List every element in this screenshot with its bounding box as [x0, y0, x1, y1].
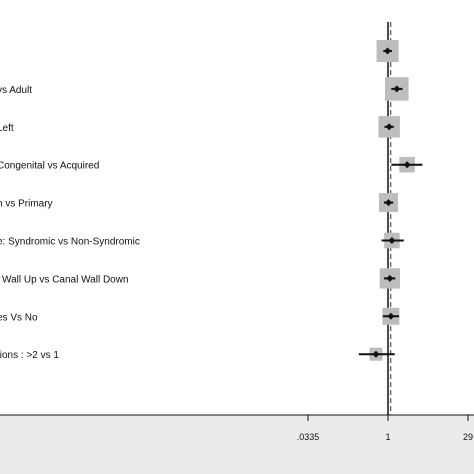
point-estimate — [403, 161, 411, 169]
row-label: tions : >2 vs 1 — [0, 350, 59, 361]
x-tick-label: .0335 — [297, 432, 320, 442]
study-row: vs Adult — [0, 77, 409, 101]
study-row: e: Syndromic vs Non-Syndromic — [0, 232, 404, 249]
x-ticks: .0335 1 29 — [297, 415, 473, 442]
point-estimate — [393, 85, 401, 93]
point-estimate — [385, 123, 393, 131]
axis-panel — [0, 415, 474, 474]
row-label: n vs Primary — [0, 199, 53, 210]
row-label: vs Adult — [0, 85, 32, 96]
x-tick-label: 29 — [463, 432, 473, 442]
point-estimate — [384, 199, 392, 207]
x-tick-label: 1 — [386, 432, 391, 442]
point-estimate — [384, 47, 392, 55]
point-estimate — [387, 312, 395, 320]
study-row: tions : >2 vs 1 — [0, 347, 395, 361]
study-row: n vs Primary — [0, 193, 399, 213]
study-row: es Vs No — [0, 307, 400, 325]
point-estimate — [386, 274, 394, 282]
point-estimate — [372, 350, 380, 358]
row-label: Congenital vs Acquired — [0, 161, 99, 172]
row-label: l Wall Up vs Canal Wall Down — [0, 274, 129, 285]
row-label: Left — [0, 123, 14, 134]
point-estimate — [388, 237, 396, 244]
row-label: es Vs No — [0, 312, 38, 323]
study-row — [376, 40, 399, 62]
study-row: Congenital vs Acquired — [0, 156, 423, 173]
study-row: l Wall Up vs Canal Wall Down — [0, 268, 400, 289]
study-row: Left — [0, 116, 400, 138]
study-rows: vs Adult Left Congenital vs Acquired n vs P… — [0, 40, 423, 361]
row-label: e: Syndromic vs Non-Syndromic — [0, 237, 140, 248]
